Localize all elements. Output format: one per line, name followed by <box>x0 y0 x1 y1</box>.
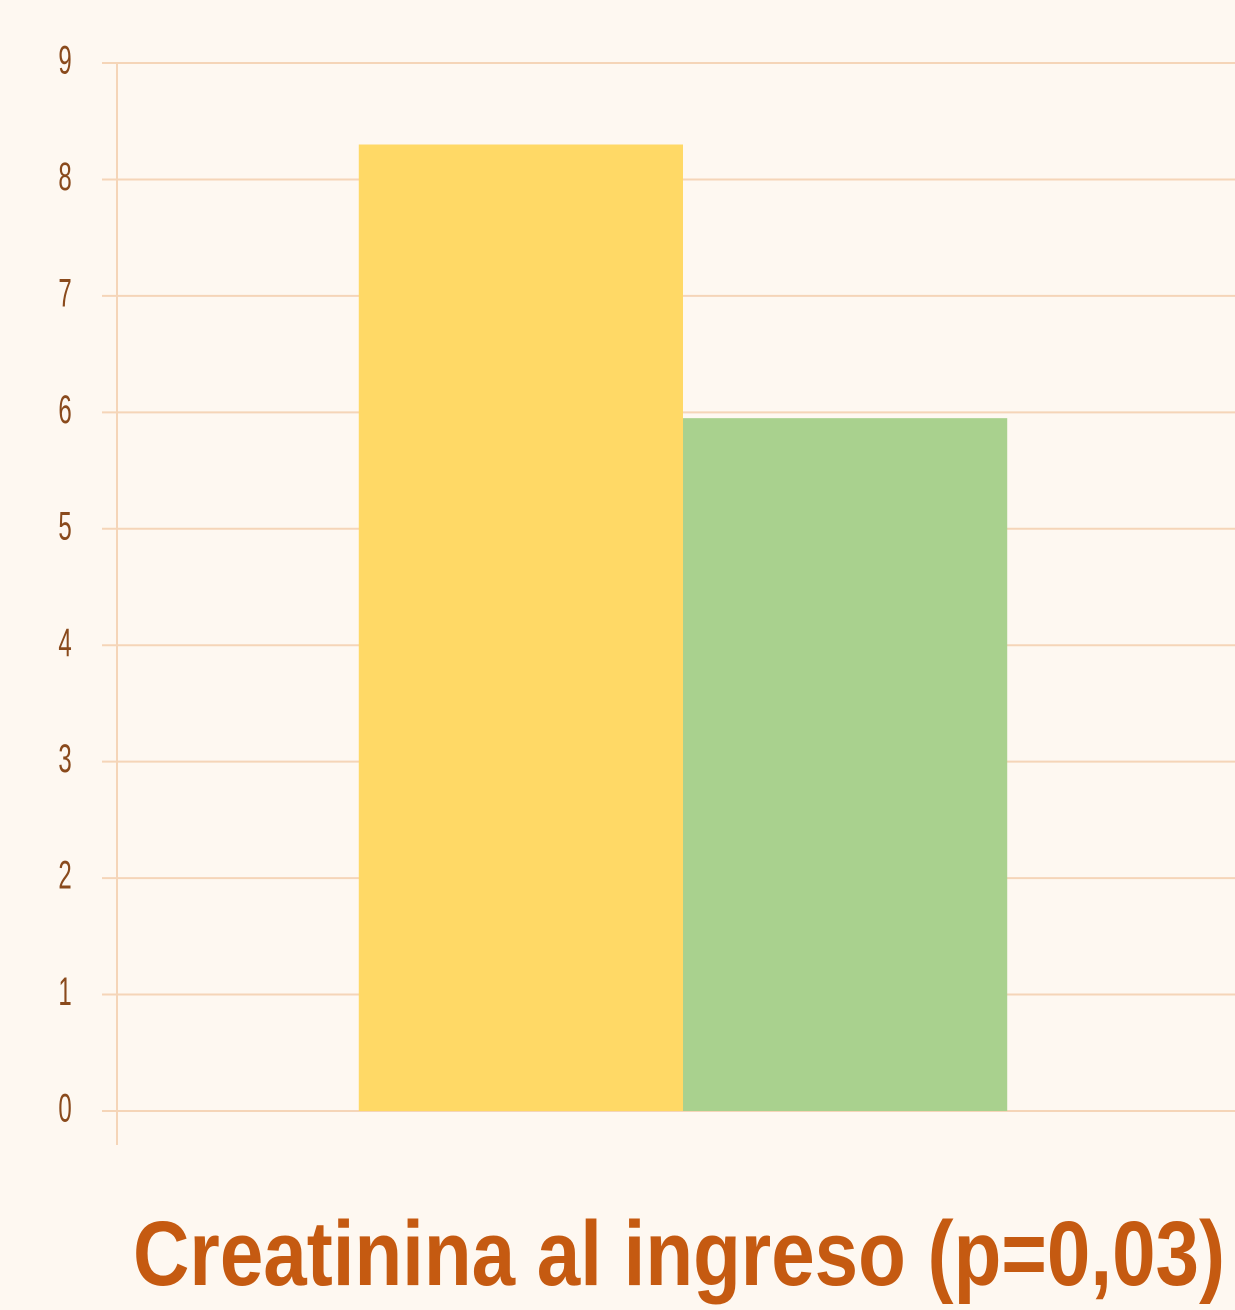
y-tick-label: 0 <box>58 1085 71 1130</box>
y-tick-label: 4 <box>58 619 71 664</box>
y-tick-label: 1 <box>58 969 71 1014</box>
y-tick-label: 8 <box>58 154 71 199</box>
bar <box>358 144 683 1111</box>
bar <box>683 418 1008 1112</box>
y-tick-label: 6 <box>58 387 71 432</box>
y-tick-label: 7 <box>58 270 71 315</box>
chart-title: Creatinina al ingreso (p=0,03) <box>133 1203 1225 1305</box>
y-tick-label: 3 <box>58 736 71 781</box>
y-tick-label: 5 <box>58 503 71 548</box>
y-tick-label: 2 <box>58 852 71 897</box>
y-tick-label: 9 <box>58 37 71 82</box>
